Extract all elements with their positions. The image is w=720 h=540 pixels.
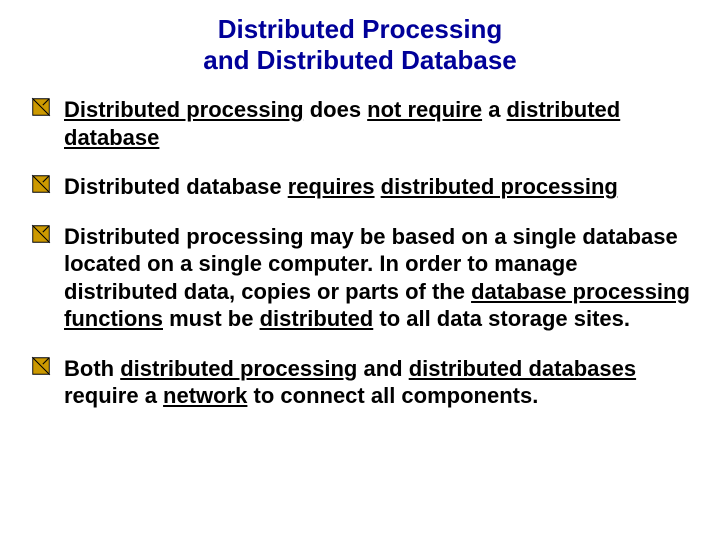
bullet-item: Distributed database requires distribute… <box>30 173 690 201</box>
bullet-text: Distributed database requires distribute… <box>64 174 618 199</box>
bullet-text: Distributed processing may be based on a… <box>64 224 690 332</box>
bullet-item: Distributed processing does not require … <box>30 96 690 151</box>
title-line-2: and Distributed Database <box>203 45 517 75</box>
slide-title: Distributed Processing and Distributed D… <box>30 14 690 76</box>
slide: Distributed Processing and Distributed D… <box>0 0 720 540</box>
bullet-item: Both distributed processing and distribu… <box>30 355 690 410</box>
bullet-marker-icon <box>30 96 56 122</box>
bullet-marker-icon <box>30 223 56 249</box>
bullet-text: Both distributed processing and distribu… <box>64 356 636 409</box>
title-line-1: Distributed Processing <box>218 14 503 44</box>
bullet-item: Distributed processing may be based on a… <box>30 223 690 333</box>
bullet-marker-icon <box>30 355 56 381</box>
bullet-list: Distributed processing does not require … <box>30 96 690 410</box>
bullet-text: Distributed processing does not require … <box>64 97 620 150</box>
bullet-marker-icon <box>30 173 56 199</box>
